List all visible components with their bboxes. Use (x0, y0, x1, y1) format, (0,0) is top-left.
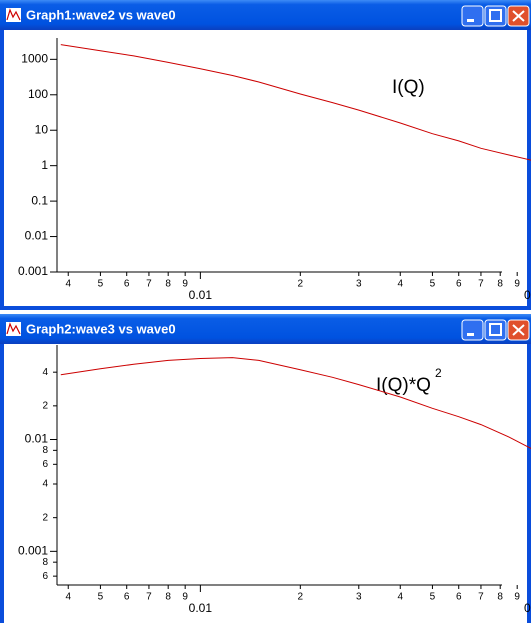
x-tick-label: 7 (478, 279, 484, 290)
x-tick-label: 8 (165, 279, 171, 290)
x-tick-label: 4 (65, 592, 71, 603)
x-tick-label: 3 (356, 279, 362, 290)
graph-area (4, 344, 527, 623)
window-icon (6, 8, 21, 22)
data-line (60, 44, 531, 161)
graph-area (4, 30, 527, 306)
x-tick-label: 6 (124, 279, 130, 290)
y-tick-label: 0.01 (25, 229, 49, 243)
x-tick-label: 8 (497, 592, 503, 603)
x-tick-label: 0.1 (524, 288, 531, 302)
y-tick-label: 0.01 (25, 432, 49, 446)
x-tick-label: 9 (182, 279, 188, 290)
y-tick-label: 6 (42, 459, 48, 470)
x-tick-label: 6 (124, 592, 130, 603)
window-title: Graph1:wave2 vs wave0 (26, 7, 176, 22)
x-tick-label: 5 (430, 592, 436, 603)
x-tick-label: 0.01 (189, 601, 213, 615)
close-button[interactable] (507, 319, 530, 341)
maximize-button[interactable] (484, 319, 507, 341)
y-tick-label: 2 (42, 512, 48, 523)
x-tick-label: 9 (514, 592, 520, 603)
x-tick-label: 3 (356, 592, 362, 603)
minimize-button[interactable] (461, 5, 484, 27)
title-bar (0, 314, 531, 344)
x-tick-label: 6 (456, 592, 462, 603)
y-tick-label: 0.001 (18, 264, 48, 278)
y-tick-label: 0.1 (31, 193, 48, 207)
y-tick-label: 8 (42, 445, 48, 456)
x-tick-label: 5 (430, 279, 436, 290)
y-tick-label: 1 (41, 158, 48, 172)
y-tick-label: 4 (42, 367, 48, 378)
y-tick-label: 4 (42, 479, 48, 490)
x-tick-label: 4 (65, 279, 71, 290)
x-tick-label: 5 (98, 592, 104, 603)
annotation: I(Q) (392, 77, 425, 98)
y-tick-label: 10 (35, 122, 49, 136)
x-tick-label: 5 (98, 279, 104, 290)
x-tick-label: 0.01 (189, 288, 213, 302)
x-tick-label: 4 (397, 279, 403, 290)
data-line (60, 357, 531, 449)
x-tick-label: 9 (182, 592, 188, 603)
x-tick-label: 7 (146, 592, 152, 603)
x-tick-label: 2 (298, 279, 304, 290)
close-button[interactable] (507, 5, 530, 27)
y-tick-label: 0.001 (18, 544, 48, 558)
minimize-button[interactable] (461, 319, 484, 341)
x-tick-label: 4 (397, 592, 403, 603)
y-tick-label: 6 (42, 571, 48, 582)
x-tick-label: 2 (298, 592, 304, 603)
x-tick-label: 8 (497, 279, 503, 290)
y-tick-label: 100 (28, 87, 48, 101)
x-tick-label: 9 (514, 279, 520, 290)
y-tick-label: 2 (42, 400, 48, 411)
y-tick-label: 1000 (21, 52, 48, 66)
x-tick-label: 6 (456, 279, 462, 290)
annotation: I(Q)*Q (376, 375, 431, 396)
y-tick-label: 8 (42, 557, 48, 568)
window-title: Graph2:wave3 vs wave0 (26, 321, 176, 336)
x-tick-label: 7 (146, 279, 152, 290)
maximize-button[interactable] (484, 5, 507, 27)
window-icon (6, 322, 21, 336)
x-tick-label: 7 (478, 592, 484, 603)
title-bar (0, 0, 531, 30)
x-tick-label: 0.1 (524, 601, 531, 615)
annotation-superscript: 2 (435, 366, 442, 380)
x-tick-label: 8 (165, 592, 171, 603)
